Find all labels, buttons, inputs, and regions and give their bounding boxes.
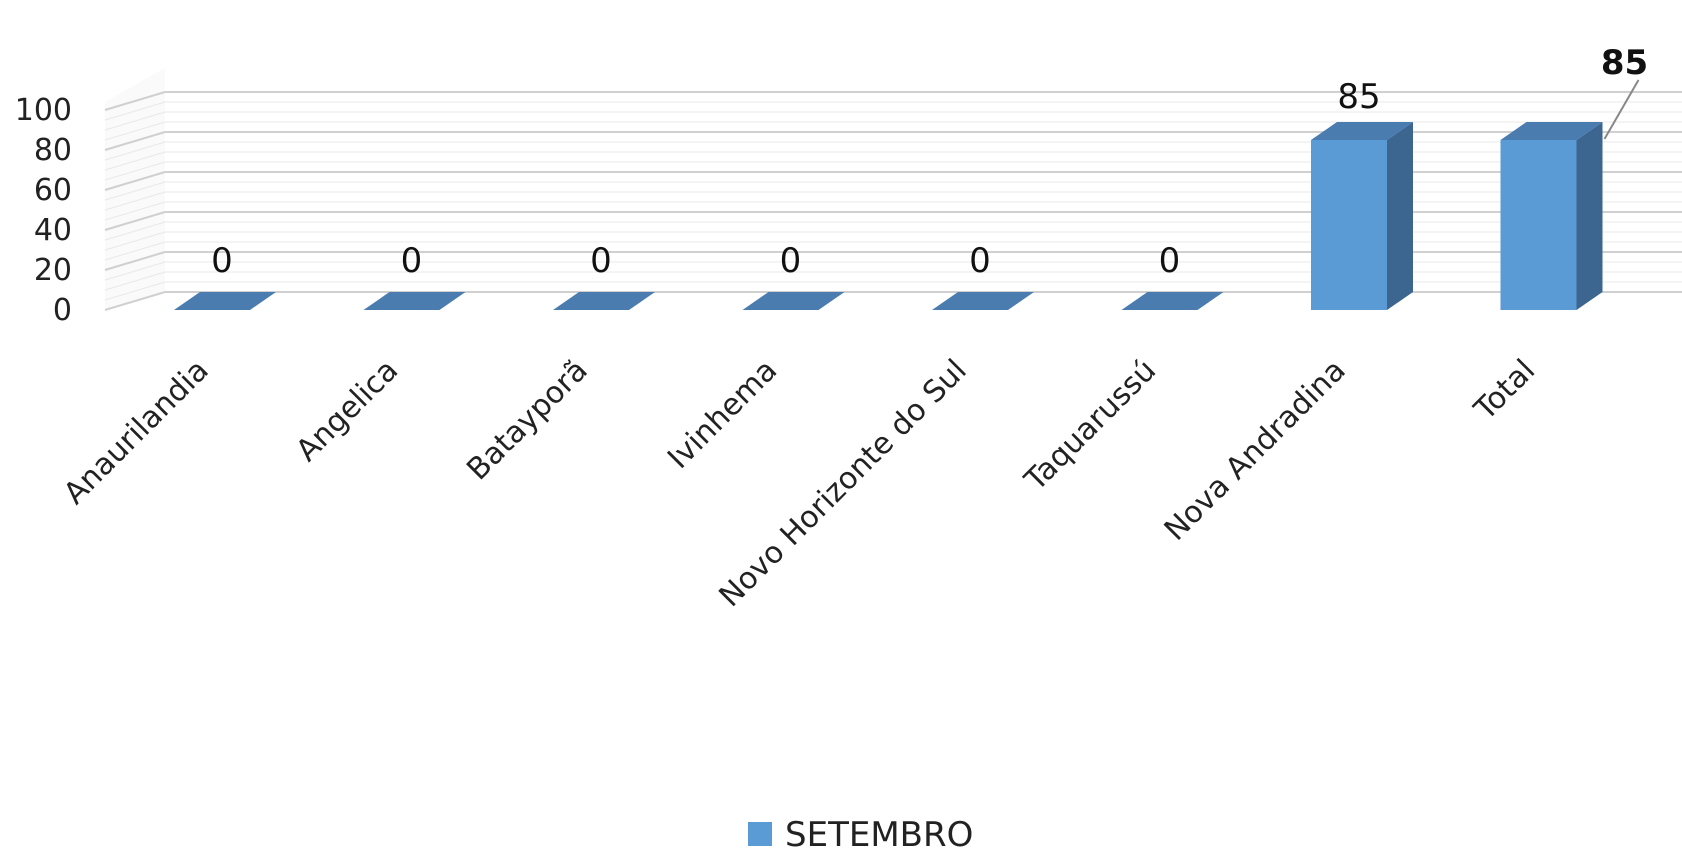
data-label-total: 85 [1601,43,1648,83]
bar-top [742,292,845,310]
bar-top [1500,122,1603,140]
legend-label-setembro: SETEMBRO [785,815,973,850]
legend-swatch-setembro [748,822,772,846]
bar-top [1121,292,1224,310]
category-label-total: Total [1467,353,1542,428]
gridline-side [104,111,166,131]
bar-ivinhema [742,292,845,310]
y-tick-label: 0 [53,293,72,328]
data-label-nova-andradina: 85 [1337,77,1380,117]
gridline-side [104,281,166,301]
bars [174,122,1603,310]
gridline-side [104,291,166,311]
y-tick-label: 80 [34,133,72,168]
bar-total [1500,122,1603,310]
data-label-angelica: 0 [401,241,423,281]
side-wall [105,68,165,310]
gridline-side [104,141,166,161]
gridlines [104,91,1682,311]
bar-top [174,292,276,310]
gridline-side [104,151,166,171]
category-label-anaurilandia: Anaurilandia [57,353,215,511]
y-tick-label: 60 [34,173,72,208]
bar-side [1387,122,1413,310]
bar-front [1311,140,1387,310]
gridline-side [104,271,166,291]
gridline-side [104,181,166,201]
bar-taquarussu [1121,292,1224,310]
data-label-novo-horizonte-do-sul: 0 [969,241,991,281]
bar-nova-andradina [1311,122,1413,310]
gridline-side [104,231,166,251]
bar-anaurilandia [174,292,276,310]
bar-top [553,292,655,310]
bar-side [1576,122,1603,310]
data-label-anaurilandia: 0 [211,241,233,281]
gridline-side [104,211,166,231]
legend[interactable]: SETEMBRO [748,815,973,850]
category-label-angelica: Angelica [289,353,405,469]
bar-top [1311,122,1413,140]
bar-angelica [363,292,466,310]
category-label-bataypora: Batayporã [460,353,594,487]
category-label-ivinhema: Ivinhema [661,353,784,476]
data-labels: 0 0 0 0 0 0 85 85 [211,43,1648,281]
category-label-nova-andradina: Nova Andradina [1158,353,1353,548]
data-label-bataypora: 0 [590,241,612,281]
category-label-taquarussu: Taquarussú [1018,353,1164,499]
y-tick-label: 40 [34,213,72,248]
gridline-side [104,171,166,191]
y-tick-label: 20 [34,253,72,288]
gridline-side [104,191,166,211]
chart-walls [105,68,165,310]
leader-line [1603,79,1640,140]
bar-front [1500,140,1577,310]
bar-top [932,292,1034,310]
bar-novo-horizonte-do-sul [932,292,1034,310]
data-label-taquarussu: 0 [1159,241,1181,281]
gridline-side [104,91,166,111]
bar-top [363,292,466,310]
gridline-side [104,121,166,141]
gridline-side [104,101,166,121]
gridline-side [104,221,166,241]
gridline-side [104,241,166,261]
gridline-side [104,261,166,281]
y-tick-label: 100 [15,93,72,128]
gridline-side [104,161,166,181]
gridline-side [104,131,166,151]
bar-bataypora [553,292,655,310]
gridline-side [104,251,166,271]
x-axis-categories: Anaurilandia Angelica Batayporã Ivinhema Nov… [57,353,1542,614]
gridline-side [104,201,166,221]
data-label-ivinhema: 0 [780,241,802,281]
y-axis-ticks: 0 20 40 60 80 100 [15,93,72,328]
